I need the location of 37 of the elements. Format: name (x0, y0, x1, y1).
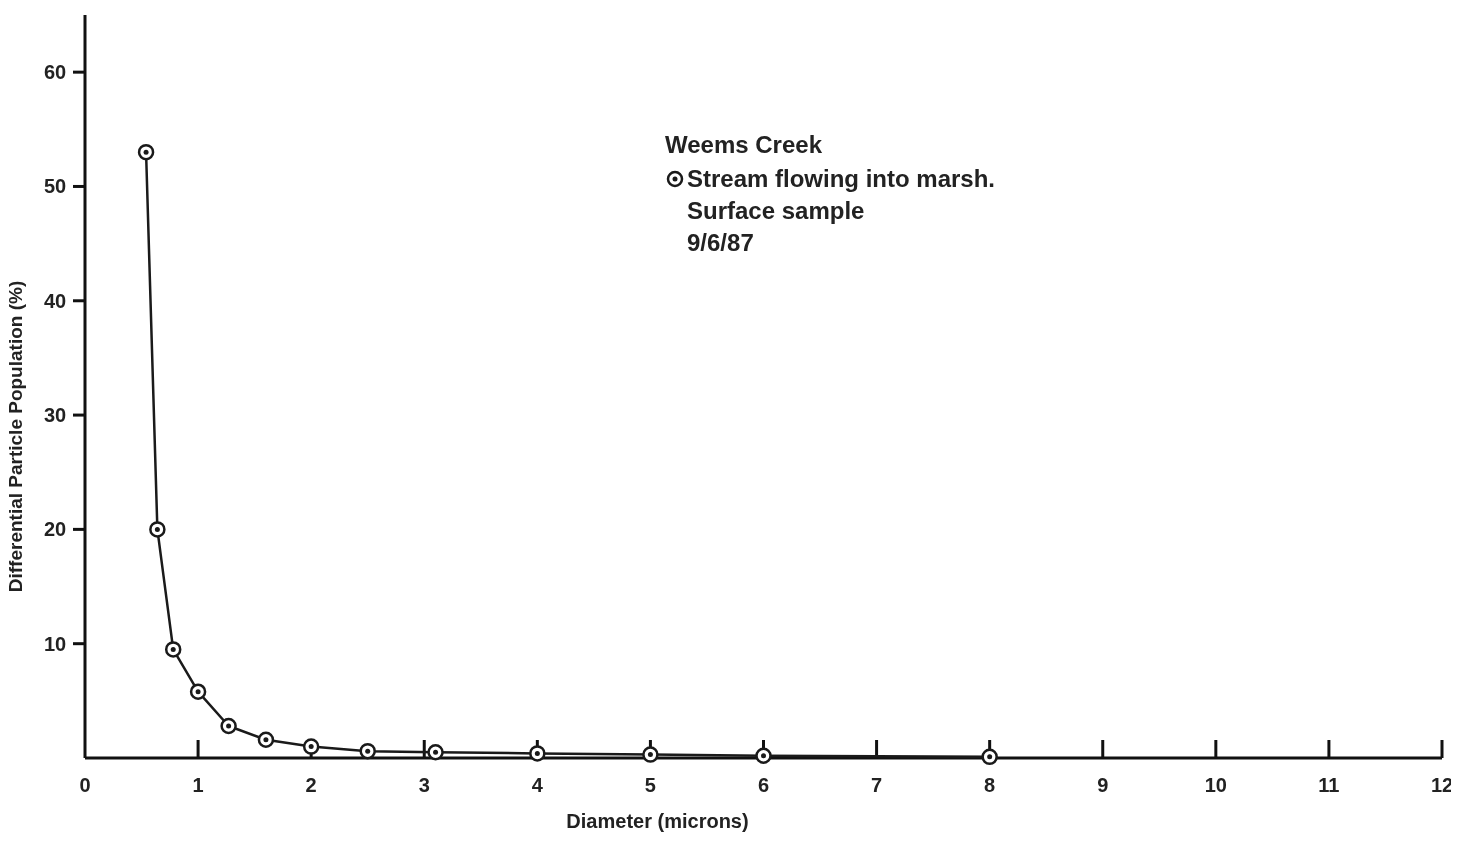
point (529, 745, 546, 762)
point (164, 641, 182, 658)
x-tick-label: 1 (192, 774, 204, 796)
x-tick-label: 8 (984, 774, 996, 796)
x-tick-label: 0 (79, 774, 91, 796)
x-tick-label: 7 (871, 774, 883, 796)
x-tick-label: 2 (305, 774, 317, 796)
y-tick-label: 60 (43, 61, 67, 84)
x-axis-title: Diameter (microns) (566, 810, 749, 832)
annotation: 9/6/87 (687, 229, 754, 256)
x-tick-label: 5 (644, 774, 656, 796)
legend-title: Weems Creek (665, 131, 823, 158)
x-tick-label: 9 (1097, 774, 1109, 796)
annotation: Surface sample (687, 197, 865, 224)
x-tick-label: 3 (418, 774, 430, 796)
x-tick-label: 11 (1318, 774, 1340, 796)
y-tick-label: 20 (43, 518, 67, 541)
y-tick-label: 10 (43, 632, 67, 655)
y-axis-title: Differential Particle Population (%) (5, 280, 26, 593)
x-tick-label: 6 (757, 774, 770, 796)
legend-label: Stream flowing into marsh. (687, 165, 996, 192)
point (359, 742, 376, 760)
point (427, 744, 444, 761)
point (981, 748, 998, 766)
point (257, 731, 275, 748)
point (302, 738, 320, 755)
x-tick-label: 10 (1204, 774, 1227, 796)
y-tick-label: 40 (43, 289, 67, 312)
point (149, 521, 166, 538)
point (755, 747, 772, 764)
point (189, 683, 207, 700)
point (137, 143, 155, 161)
point (220, 717, 237, 735)
y-tick-label: 30 (43, 404, 67, 427)
x-tick-label: 4 (531, 774, 544, 796)
y-tick-label: 50 (43, 175, 67, 198)
point (642, 746, 659, 763)
